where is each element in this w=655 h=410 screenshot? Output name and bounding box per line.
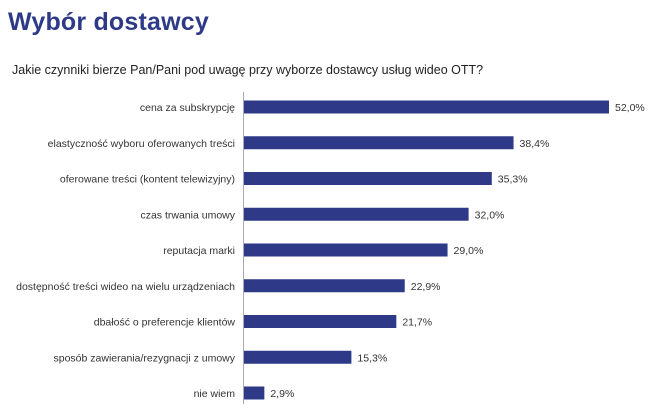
value-label: 52,0% [615, 102, 645, 114]
category-label: dostępność treści wideo na wielu urządze… [16, 281, 235, 293]
category-label: sposób zawierania/rezygnacji z umowy [54, 352, 236, 364]
bar [244, 243, 448, 257]
category-label: nie wiem [194, 388, 236, 400]
value-label: 22,9% [411, 281, 441, 293]
value-label: 35,3% [498, 174, 528, 186]
bar [244, 136, 514, 150]
value-label: 32,0% [475, 209, 505, 221]
chart-title: Wybór dostawcy [8, 8, 209, 36]
value-label: 2,9% [270, 388, 294, 400]
value-label: 15,3% [357, 352, 387, 364]
value-label: 21,7% [402, 317, 432, 329]
bar [244, 279, 405, 293]
bar [244, 207, 469, 221]
category-label: czas trwania umowy [140, 209, 235, 221]
bar [244, 386, 265, 400]
bar [244, 315, 397, 328]
category-label: oferowane treści (kontent telewizyjny) [60, 174, 235, 186]
category-label: reputacja marki [163, 245, 235, 257]
value-label: 38,4% [520, 138, 550, 150]
value-label: 29,0% [454, 245, 484, 257]
category-label: cena za subskrypcję [140, 102, 235, 114]
category-label: elastyczność wyboru oferowanych treści [48, 138, 235, 150]
bar [244, 172, 492, 185]
category-label: dbałość o preferencje klientów [94, 317, 236, 329]
bar [244, 350, 352, 364]
bar [244, 100, 609, 114]
chart-subtitle: Jakie czynniki bierze Pan/Pani pod uwagę… [12, 63, 484, 77]
